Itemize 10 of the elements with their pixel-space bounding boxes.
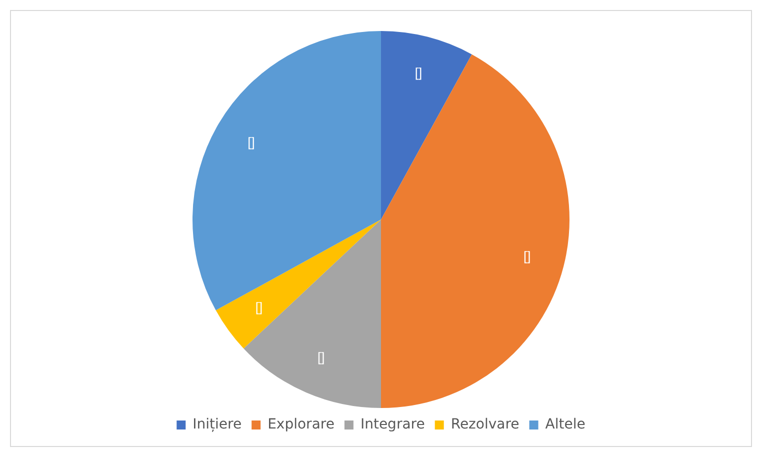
data-label: []	[523, 248, 531, 264]
legend-label: Inițiere	[192, 416, 242, 433]
legend-label: Altele	[545, 416, 586, 433]
legend-label: Explorare	[268, 416, 334, 433]
legend-label: Rezolvare	[450, 416, 520, 433]
data-label: []	[255, 300, 263, 315]
data-label: []	[248, 134, 255, 150]
data-label: []	[414, 65, 422, 80]
legend-label: Integrare	[360, 416, 425, 433]
data-label: []	[317, 349, 325, 364]
